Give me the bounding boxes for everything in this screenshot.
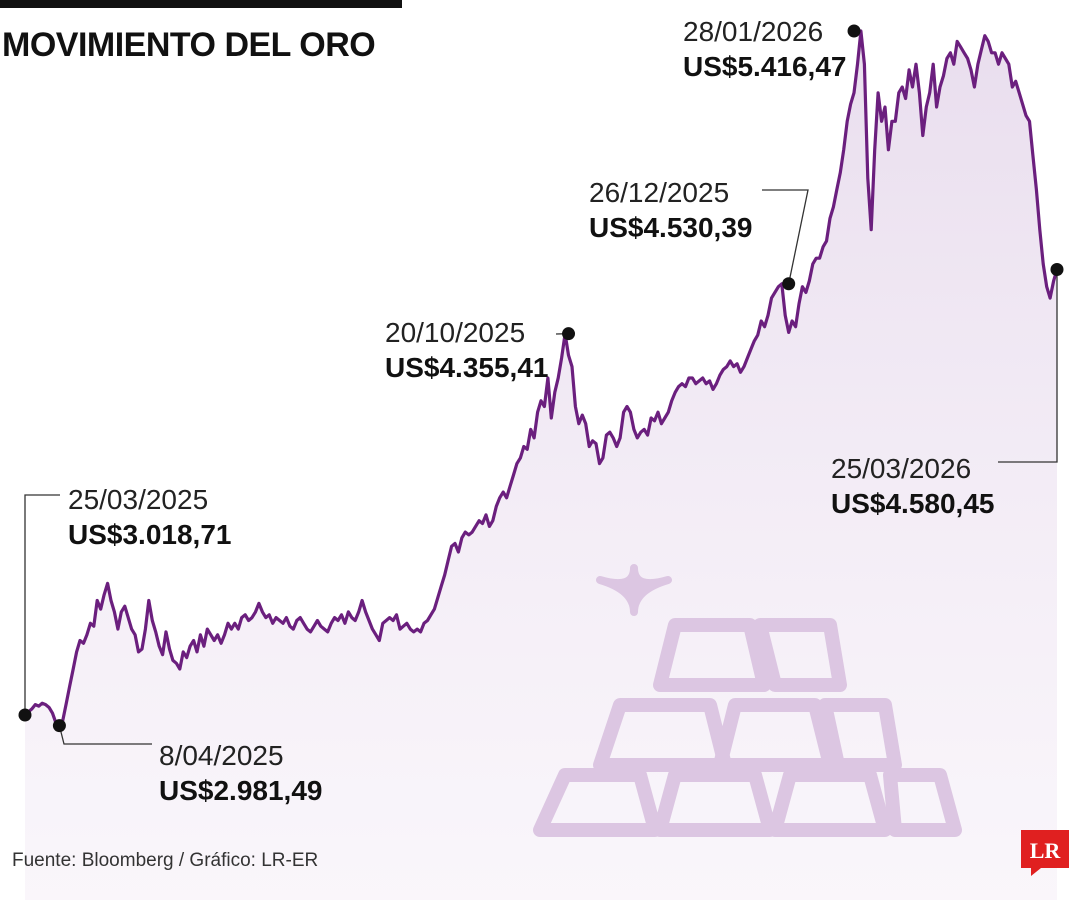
source-note: Fuente: Bloomberg / Gráfico: LR-ER <box>12 850 319 871</box>
annotation-value: US$3.018,71 <box>68 519 232 550</box>
annotation-leader <box>24 494 60 715</box>
annotation-value: US$4.355,41 <box>385 352 549 383</box>
annotation-value: US$2.981,49 <box>159 775 323 806</box>
annotation-date: 8/04/2025 <box>159 740 284 771</box>
annotation-marker <box>782 277 796 291</box>
svg-text:LR: LR <box>1030 838 1062 863</box>
lr-logo: LR <box>1021 830 1069 876</box>
annotation-date: 20/10/2025 <box>385 317 526 348</box>
annotation-marker <box>52 719 66 733</box>
annotation-leader <box>762 189 809 284</box>
gold-bars-illustration <box>533 564 962 837</box>
chart-title: MOVIMIENTO DEL ORO <box>2 26 376 64</box>
sparkle-icon <box>596 564 672 616</box>
annotation-marker <box>18 708 32 722</box>
annotation-value: US$4.580,45 <box>831 488 995 519</box>
price-line <box>23 29 1059 728</box>
annotation-marker <box>562 327 576 341</box>
annotation-date: 25/03/2025 <box>68 484 209 515</box>
top-accent-bar <box>0 0 402 8</box>
annotation-date: 26/12/2025 <box>589 177 730 208</box>
annotation-value: US$4.530,39 <box>589 212 753 243</box>
annotation-value: US$5.416,47 <box>683 51 847 82</box>
annotation-marker <box>847 24 861 38</box>
annotation-date: 25/03/2026 <box>831 453 972 484</box>
annotation-date: 28/01/2026 <box>683 16 824 47</box>
annotation-marker <box>1050 262 1064 276</box>
annotation-leader <box>998 269 1058 463</box>
